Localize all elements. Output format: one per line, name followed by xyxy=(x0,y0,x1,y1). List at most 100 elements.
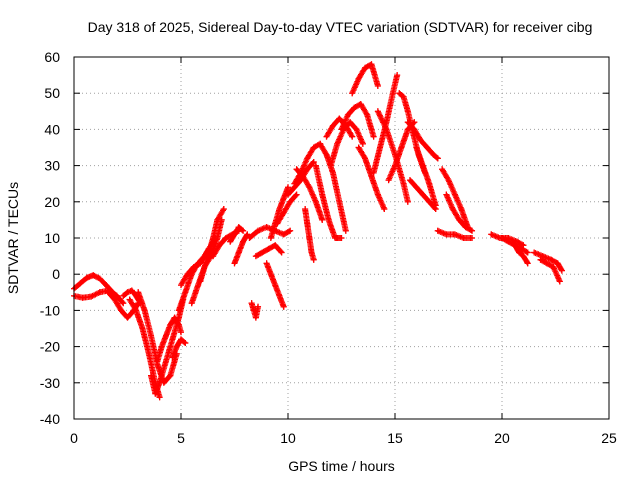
data-point xyxy=(274,220,281,227)
data-point xyxy=(381,206,388,213)
data-point xyxy=(231,231,238,238)
x-tick-label: 15 xyxy=(387,430,403,446)
series-arc43 xyxy=(443,191,476,234)
data-point xyxy=(413,144,420,151)
data-point xyxy=(272,242,279,249)
series-arc35 xyxy=(374,108,411,205)
series-arc16 xyxy=(231,231,251,267)
data-point xyxy=(120,292,127,299)
data-point xyxy=(554,260,561,267)
data-point xyxy=(392,162,398,169)
data-point xyxy=(312,198,319,205)
data-point xyxy=(460,235,467,241)
data-point xyxy=(210,253,217,260)
data-point xyxy=(362,155,369,162)
data-point xyxy=(537,256,544,263)
series-arc15 xyxy=(227,224,247,245)
data-point xyxy=(434,227,441,234)
data-point xyxy=(169,354,176,361)
data-point xyxy=(188,300,195,307)
data-point xyxy=(293,166,300,173)
data-point xyxy=(214,216,221,223)
series-arc40 xyxy=(413,144,439,209)
data-point xyxy=(439,166,446,173)
data-point xyxy=(182,289,189,296)
data-point xyxy=(197,260,204,267)
data-point xyxy=(124,289,131,296)
data-point xyxy=(310,158,317,165)
data-point xyxy=(516,249,523,256)
data-point xyxy=(276,206,283,213)
data-point xyxy=(451,191,458,198)
data-point xyxy=(368,173,375,180)
data-point xyxy=(90,272,97,279)
data-point xyxy=(550,263,557,270)
data-point xyxy=(374,108,381,115)
y-tick-label: 50 xyxy=(44,85,60,101)
data-point xyxy=(505,238,512,245)
series-arc27 xyxy=(312,162,345,241)
y-tick-label: -30 xyxy=(40,375,60,391)
data-point xyxy=(469,235,476,241)
data-point xyxy=(458,206,465,213)
data-point xyxy=(220,206,227,213)
series-arc06 xyxy=(135,289,180,386)
data-point xyxy=(222,235,229,241)
data-point xyxy=(368,61,375,68)
data-point xyxy=(332,235,339,241)
data-point xyxy=(96,275,103,282)
data-point xyxy=(430,151,437,158)
data-point xyxy=(323,151,330,158)
data-point xyxy=(404,198,411,205)
data-point xyxy=(317,140,324,147)
data-point xyxy=(319,191,326,198)
data-point xyxy=(419,191,426,198)
data-point xyxy=(118,307,125,314)
series-arc39 xyxy=(406,177,439,213)
x-tick-label: 10 xyxy=(280,430,296,446)
data-point xyxy=(400,93,407,100)
data-point xyxy=(195,282,202,289)
data-marks xyxy=(71,61,565,401)
series-arc13 xyxy=(197,206,227,285)
data-point xyxy=(77,280,84,287)
y-tick-label: 20 xyxy=(44,194,60,210)
data-point xyxy=(259,249,266,256)
data-point xyxy=(210,235,217,241)
y-tick-label: 30 xyxy=(44,158,60,174)
data-point xyxy=(426,198,433,205)
data-point xyxy=(156,394,163,401)
data-point xyxy=(141,307,148,314)
data-point xyxy=(308,249,315,256)
data-point xyxy=(347,119,354,126)
data-point xyxy=(184,271,191,278)
x-tick-label: 25 xyxy=(601,430,617,446)
x-tick-label: 20 xyxy=(494,430,510,446)
data-point xyxy=(255,227,262,234)
data-point xyxy=(250,307,257,314)
data-point xyxy=(449,206,456,213)
series-arc22 xyxy=(274,191,300,227)
data-point xyxy=(374,82,381,89)
data-point xyxy=(349,133,356,140)
plot-frame xyxy=(73,56,610,420)
data-point xyxy=(394,72,401,79)
data-point xyxy=(267,271,274,278)
data-point xyxy=(267,235,274,241)
data-point xyxy=(304,220,311,227)
data-point xyxy=(178,336,184,343)
data-point xyxy=(556,278,563,285)
data-point xyxy=(364,111,371,118)
data-point xyxy=(524,260,531,267)
data-point xyxy=(287,227,294,234)
data-point xyxy=(171,314,178,321)
data-point xyxy=(124,314,131,321)
data-point xyxy=(201,263,208,270)
series-arc08 xyxy=(154,314,184,365)
data-point xyxy=(197,278,204,285)
data-point xyxy=(355,144,362,151)
data-point xyxy=(370,133,377,140)
data-point xyxy=(513,238,520,245)
data-point xyxy=(302,206,309,213)
